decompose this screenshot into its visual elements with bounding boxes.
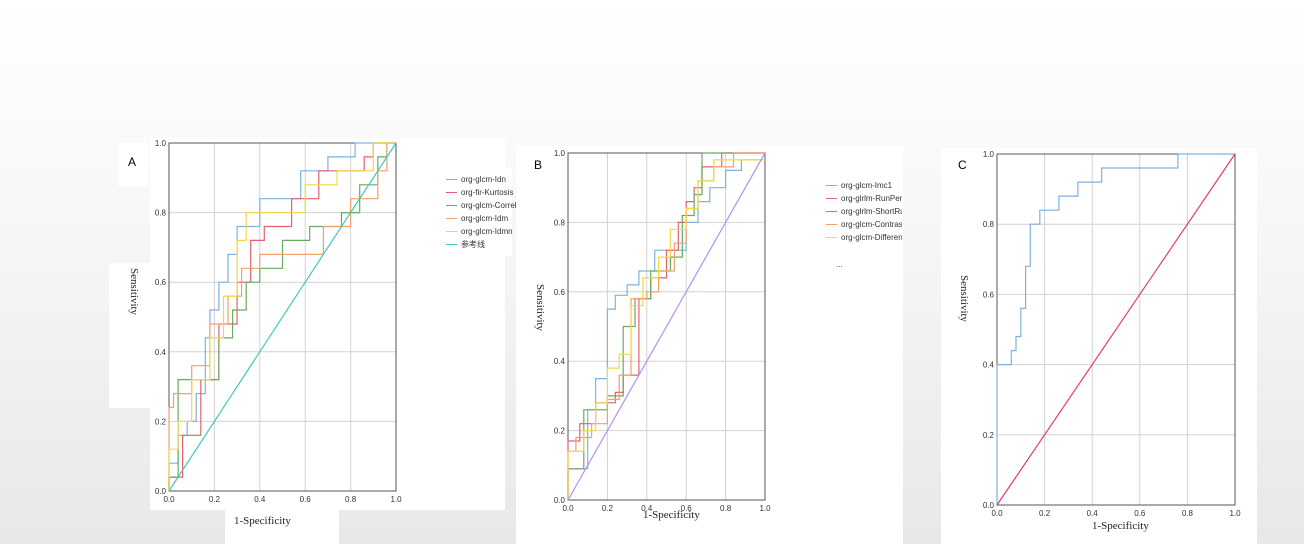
legend-label: 参考线 xyxy=(461,240,485,249)
x-tick-label: 0.4 xyxy=(254,495,266,504)
legend-label: org-glrlm-ShortRunEmp xyxy=(841,207,902,216)
x-tick-label: 1.0 xyxy=(1229,509,1241,518)
roc-curve-- xyxy=(168,142,397,492)
legend-item: org-glrlm-ShortRunEmp xyxy=(826,206,902,219)
panel-a-ylabel-box xyxy=(109,263,150,408)
legend-swatch xyxy=(826,237,837,238)
y-tick-label: 0.4 xyxy=(155,348,167,357)
x-tick-label: 1.0 xyxy=(759,504,771,513)
y-tick-label: 0.0 xyxy=(983,501,995,510)
roc-curve-org-glrlm-shortrunemp xyxy=(567,152,765,500)
legend-item: org-glrlm-RunPercentag xyxy=(826,193,902,206)
legend-swatch xyxy=(446,244,457,245)
legend-swatch xyxy=(446,218,457,219)
legend-label: org-glcm-Idn xyxy=(461,175,506,184)
roc-curve-series-5 xyxy=(567,152,766,501)
legend-label: org-glcm-Idm xyxy=(461,214,509,223)
roc-curve-org-glcm-idm xyxy=(168,142,396,491)
y-tick-label: 1.0 xyxy=(155,139,167,148)
roc-curve-series-1 xyxy=(996,153,1236,506)
x-tick-label: 0.6 xyxy=(300,495,312,504)
x-tick-label: 0.6 xyxy=(1134,509,1146,518)
x-tick-label: 0.6 xyxy=(681,504,693,513)
plot-frame xyxy=(567,152,766,501)
legend-item: org-glcm-Idmn xyxy=(446,226,516,239)
panel-b-label: B xyxy=(534,158,543,172)
y-tick-label: 0.6 xyxy=(155,278,167,287)
y-tick-label: 0.6 xyxy=(983,290,995,299)
x-tick-label: 0.8 xyxy=(720,504,732,513)
y-tick-label: 1.0 xyxy=(983,150,995,159)
legend-label: org-glrlm-RunPercentag xyxy=(841,194,902,203)
legend-a: org-glcm-Idn org-fir-Kurtosis org-glcm-Cor… xyxy=(446,174,516,252)
x-tick-label: 0.8 xyxy=(345,495,357,504)
panel-a-xlabel: 1-Specificity xyxy=(234,515,291,527)
legend-more: ... xyxy=(836,260,843,269)
y-tick-label: 0.2 xyxy=(983,431,995,440)
legend-label: org-glcm-Imc1 xyxy=(841,181,893,190)
legend-label: org-glcm-Idmn xyxy=(461,227,513,236)
panel-c-label: C xyxy=(958,158,967,172)
x-tick-label: 0.2 xyxy=(602,504,614,513)
y-tick-label: 0.0 xyxy=(155,487,167,496)
legend-label: org-glcm-DifferenceAver xyxy=(841,233,902,242)
x-tick-label: 1.0 xyxy=(390,495,402,504)
legend-item: org-fir-Kurtosis xyxy=(446,187,516,200)
y-tick-label: 0.8 xyxy=(554,218,566,227)
x-tick-label: 0.4 xyxy=(641,504,653,513)
legend-swatch xyxy=(446,231,457,232)
x-tick-label: 0.0 xyxy=(991,509,1003,518)
plot-frame xyxy=(996,153,1236,506)
panel-a-label: A xyxy=(128,155,137,169)
roc-curve-org-fir-kurtosis xyxy=(168,142,396,491)
y-tick-label: 0.4 xyxy=(983,361,995,370)
panel-c xyxy=(941,148,1257,544)
roc-curve-org-glcm-idmn xyxy=(168,142,396,491)
y-tick-label: 1.0 xyxy=(554,149,566,158)
legend-label: org-fir-Kurtosis xyxy=(461,188,514,197)
legend-item: org-glcm-Idm xyxy=(446,213,516,226)
legend-item: org-glcm-DifferenceAver xyxy=(826,232,902,245)
x-tick-label: 0.8 xyxy=(1182,509,1194,518)
x-tick-label: 0.0 xyxy=(163,495,175,504)
legend-item: 参考线 xyxy=(446,239,516,252)
roc-curve-org-glcm-imc1 xyxy=(567,159,765,500)
panel-c-xlabel: 1-Specificity xyxy=(1092,520,1149,532)
y-tick-label: 0.6 xyxy=(554,288,566,297)
legend-swatch xyxy=(446,179,457,180)
legend-swatch xyxy=(446,192,457,193)
legend-swatch xyxy=(826,198,837,199)
legend-swatch xyxy=(826,185,837,186)
legend-item: org-glcm-Correlat xyxy=(446,200,516,213)
legend-item: org-glcm-Imc1 xyxy=(826,180,902,193)
y-tick-label: 0.4 xyxy=(554,357,566,366)
roc-curve-org-glcm-differenceaver xyxy=(567,159,765,500)
legend-item: org-glcm-Contrast xyxy=(826,219,902,232)
roc-curve-series-0 xyxy=(996,153,1235,505)
legend-swatch xyxy=(446,205,457,206)
panel-a-label-box xyxy=(118,143,148,187)
y-tick-label: 0.8 xyxy=(983,220,995,229)
legend-swatch xyxy=(826,224,837,225)
legend-swatch xyxy=(826,211,837,212)
panel-a-legend-box xyxy=(440,168,512,256)
x-tick-label: 0.0 xyxy=(562,504,574,513)
x-tick-label: 0.4 xyxy=(1087,509,1099,518)
legend-label: org-glcm-Contrast xyxy=(841,220,902,229)
y-tick-label: 0.8 xyxy=(155,209,167,218)
legend-b: org-glcm-Imc1 org-glrlm-RunPercentag org-g… xyxy=(826,180,902,272)
legend-label: org-glcm-Correlat xyxy=(461,201,516,210)
plot-frame xyxy=(168,142,397,492)
y-tick-label: 0.2 xyxy=(155,417,167,426)
x-tick-label: 0.2 xyxy=(209,495,221,504)
panel-b-xlabel: 1-Specificity xyxy=(643,509,700,521)
x-tick-label: 0.2 xyxy=(1039,509,1051,518)
panel-a-xlabel-box xyxy=(225,510,339,544)
legend-item: org-glcm-Idn xyxy=(446,174,516,187)
y-tick-label: 0.0 xyxy=(554,496,566,505)
y-tick-label: 0.2 xyxy=(554,427,566,436)
